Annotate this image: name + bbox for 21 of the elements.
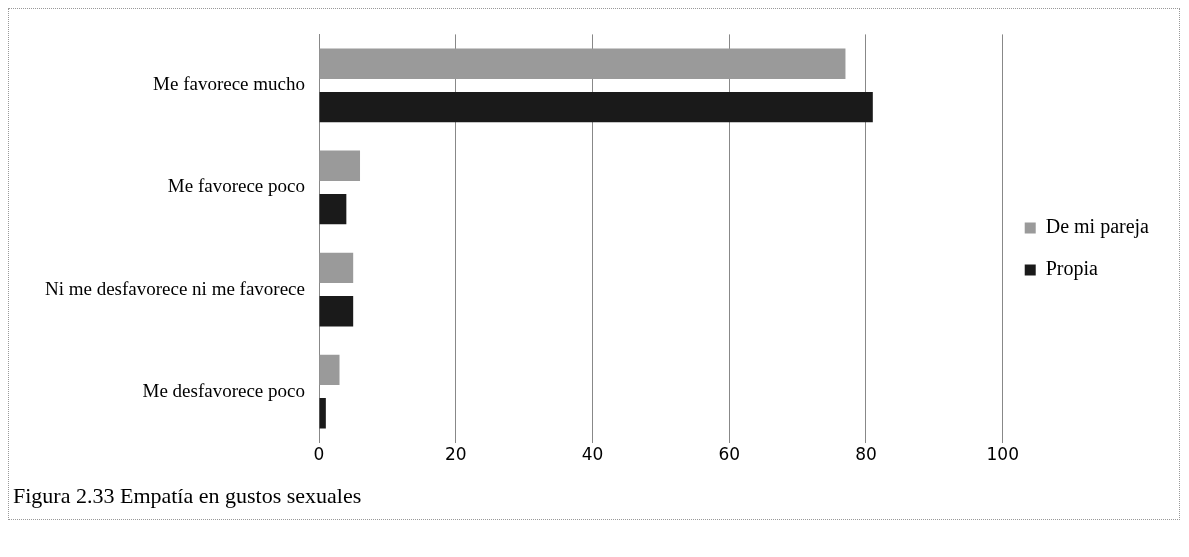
- y-tick-label: Me favorece mucho: [153, 73, 305, 95]
- legend-label: Propia: [1045, 257, 1099, 281]
- x-tick-label: 60: [718, 444, 741, 465]
- y-tick-label: Me favorece poco: [167, 175, 305, 197]
- x-tick-label: 80: [855, 444, 877, 465]
- text: Figura 2.33 Empatía en gustos sexuales: [12, 482, 363, 510]
- bar: [319, 193, 347, 225]
- y-tick-label: Ni me desfavorece ni me favorece: [44, 277, 305, 299]
- x-tick-label: 20: [444, 444, 467, 465]
- bar: [319, 296, 354, 327]
- bar: [319, 354, 340, 386]
- x-tick-label: 40: [581, 444, 604, 465]
- bar: [319, 48, 846, 79]
- bar: [319, 150, 361, 181]
- bar: [319, 252, 354, 284]
- bar: [319, 398, 326, 429]
- x-tick-label: 0: [313, 444, 325, 465]
- legend-label: De mi pareja: [1045, 215, 1150, 239]
- x-tick-label: 100: [986, 444, 1019, 465]
- y-tick-label: Me desfavorece poco: [142, 379, 305, 401]
- bar: [319, 91, 873, 123]
